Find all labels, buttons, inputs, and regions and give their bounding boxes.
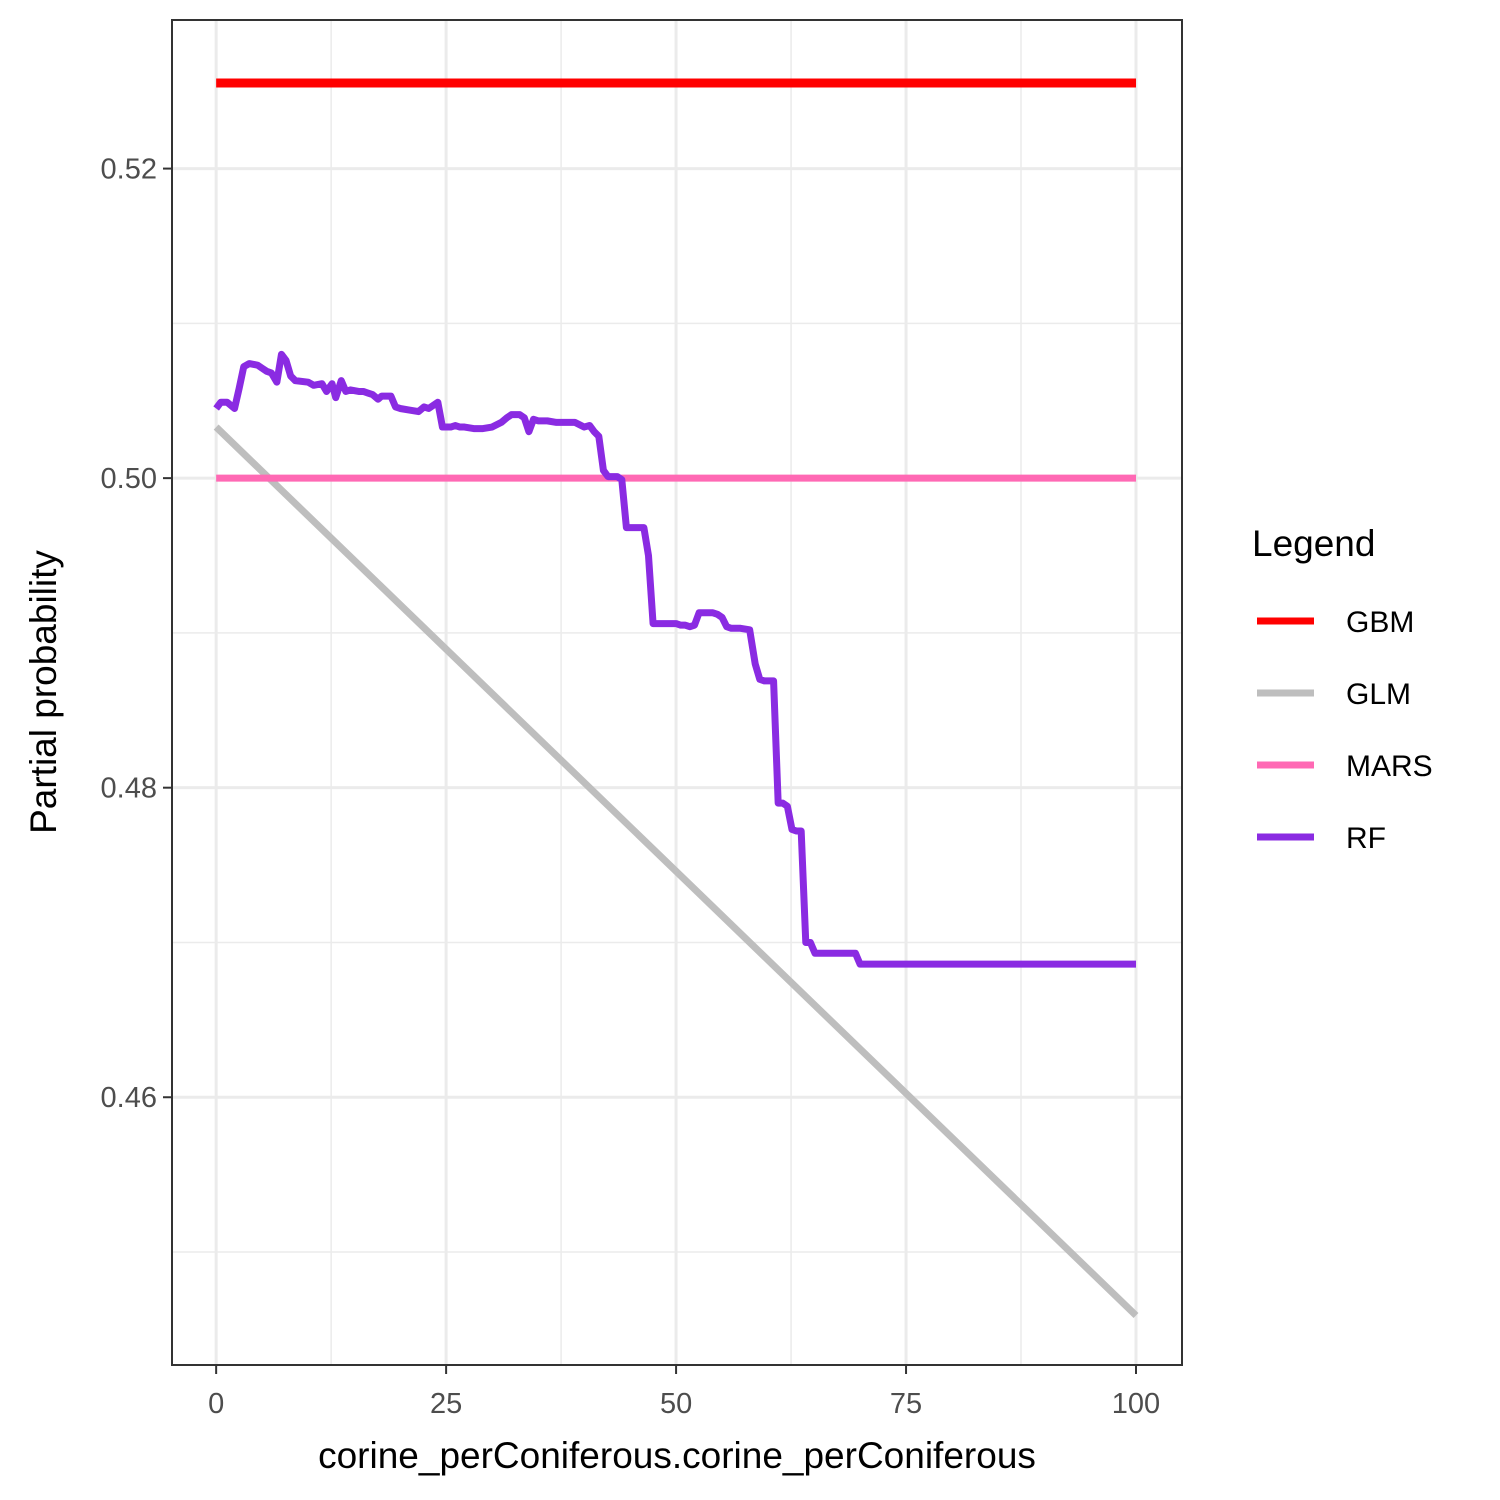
- legend-label-rf: RF: [1346, 822, 1386, 855]
- legend-title: Legend: [1252, 523, 1375, 564]
- y-tick-label: 0.46: [101, 1082, 157, 1114]
- y-axis-title: Partial probability: [23, 550, 64, 834]
- legend-label-glm: GLM: [1346, 678, 1411, 711]
- series-lines: [213, 78, 1139, 1318]
- x-axis: 0 25 50 75 100: [208, 1365, 1160, 1420]
- series-line-rf: [213, 350, 1137, 968]
- x-tick-label: 100: [1112, 1388, 1160, 1420]
- x-tick-label: 75: [890, 1388, 922, 1420]
- legend-label-gbm: GBM: [1346, 606, 1414, 639]
- legend-label-mars: MARS: [1346, 750, 1433, 783]
- y-tick-label: 0.52: [101, 154, 157, 186]
- y-tick-label: 0.50: [101, 463, 157, 495]
- x-tick-label: 50: [660, 1388, 692, 1420]
- x-tick-label: 0: [208, 1388, 224, 1420]
- y-axis: 0.46 0.48 0.50 0.52: [101, 154, 172, 1114]
- series-line-glm: [213, 424, 1139, 1318]
- legend: Legend GBM GLM MARS RF: [1252, 523, 1433, 855]
- x-tick-label: 25: [430, 1388, 462, 1420]
- x-axis-title: corine_perConiferous.corine_perConiferou…: [318, 1435, 1036, 1476]
- y-tick-label: 0.48: [101, 773, 157, 805]
